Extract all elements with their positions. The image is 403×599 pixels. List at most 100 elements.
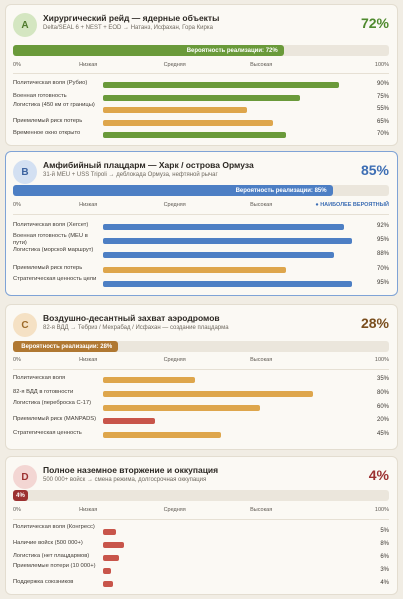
factor-row: Стратегическая ценность 45% [13,430,389,440]
factor-value: 92% [376,223,389,229]
factor-value: 45% [376,431,389,438]
scale-label: 0% [13,357,21,363]
factor-bar [103,390,365,397]
scale-label: 100% [374,507,389,513]
scenario-subtitle: 500 000+ войск → смена режима, долгосроч… [43,477,207,483]
scenario-subtitle: 82-я ВДД → Тебриз / Мехрабад / Исфахан —… [43,325,229,331]
most-likely-tag: ● НАИБОЛЕЕ ВЕРОЯТНЫЙ [315,202,389,208]
factor-label: Логистика (нет плацдармов) [13,553,90,559]
factor-value: 65% [376,118,389,125]
scale-label: 100% [374,357,389,363]
factor-bar [103,94,365,101]
scenario-letter-badge: B [13,160,37,184]
factor-bar-fill [103,107,248,113]
factor-bar-fill [103,390,313,397]
scale-label: 100% [374,62,389,68]
scenario-probability-value: 28% [360,315,389,331]
probability-bar: Вероятность реализации: 28% [13,341,389,352]
factor-bar [103,132,365,138]
factor-value: 80% [376,389,389,396]
probability-bar-fill: Вероятность реализации: 72% [13,45,284,56]
scenario-subtitle: Delta/SEAL 6 + NEST + EOD → Натанз, Исфа… [43,25,213,31]
scale-label: 0% [13,507,21,513]
factor-label: Политическая воля (Конгресс) [13,524,95,530]
scenario-probability-value: 4% [368,467,389,483]
factor-value: 6% [380,554,389,560]
factor-row: Приемлемый риск потерь 65% [13,118,389,128]
factor-value: 90% [376,81,389,87]
scenario-card-d[interactable]: D Полное наземное вторжение и оккупация 50… [5,456,398,595]
scenario-card-c[interactable]: C Воздушно-десантный захват аэродромов 82-… [5,304,398,450]
factor-value: 8% [380,541,389,547]
factor-label: Стратегическая ценность [13,430,82,437]
probability-bar: 4% [13,490,389,501]
factor-bar [103,107,365,113]
probability-bar-label: 4% [16,492,25,499]
scenario-probability-value: 72% [360,15,389,31]
factor-bar-fill [103,266,287,273]
divider [13,519,389,520]
factor-row: Политическая воля (Конгресс) 5% [13,524,389,537]
scenario-card-a[interactable]: A Хирургический рейд — ядерные объекты Del… [5,4,398,146]
scenario-letter-badge: D [13,465,37,489]
factor-bar-fill [103,542,124,548]
factor-bar [103,568,365,574]
factor-bar [103,266,365,273]
probability-bar-label: Вероятность реализации: 85% [235,187,327,194]
factor-bar [103,224,365,230]
factor-row: Политическая воля (Рубио) 90% [13,80,389,90]
factor-row: Логистика (морской маршрут) 88% [13,247,389,260]
factor-bar [103,529,365,535]
scenario-letter-badge: A [13,13,37,37]
factor-row: Наличие войск (500 000+) 8% [13,540,389,550]
probability-scale: 0% Низкая Средняя Высокая 100% [13,507,389,515]
factor-value: 60% [376,403,389,410]
factor-bar [103,542,365,548]
factor-row: Политическая воля 35% [13,375,389,385]
factor-bar [103,238,365,245]
probability-scale: 0% Низкая Средняя Высокая ● НАИБОЛЕЕ ВЕРОЯТН… [13,202,389,210]
probability-bar-fill: Вероятность реализации: 85% [13,185,333,196]
scenario-title: Полное наземное вторжение и оккупация [43,465,219,475]
factor-value: 4% [380,580,389,586]
factor-label: Логистика (морской маршрут) [13,247,94,254]
scenario-title: Воздушно-десантный захват аэродромов [43,313,220,323]
scale-label: Высокая [250,62,273,68]
factor-bar [103,432,365,439]
factor-label: Приемлемые потери (10 000+) [13,563,96,569]
factor-bar [103,555,365,561]
factor-bar-fill [103,568,111,574]
scale-label: Низкая [79,357,98,363]
factor-bar-fill [103,82,339,88]
factor-bar-fill [103,119,274,126]
factor-label: Стратегическая ценность цели [13,275,97,282]
factor-bar-fill [103,132,287,138]
scale-label: Высокая [250,507,273,513]
probability-bar-label: Вероятность реализации: 28% [21,343,113,350]
factor-label: Приемлемый риск потерь [13,117,83,124]
scale-label: 0% [13,202,21,208]
probability-scale: 0% Низкая Средняя Высокая 100% [13,357,389,365]
factor-bar-fill [103,432,221,439]
factor-bar [103,252,365,259]
scenario-card-b[interactable]: B Амфибийный плацдарм — Харк / острова Ор… [5,151,398,296]
factor-label: Военная готовность [13,92,67,99]
factor-label: Наличие войск (500 000+) [13,540,83,546]
scale-label: Средняя [163,202,186,208]
factor-bar [103,377,365,383]
scale-label: 0% [13,62,21,68]
factor-row: Логистика (450 км от границы) 55% [13,102,389,115]
factor-label: Политическая воля (Рубио) [13,80,88,86]
scale-label: Низкая [79,202,98,208]
factor-bar-fill [103,581,114,587]
factor-value: 75% [376,93,389,100]
factor-value: 70% [376,131,389,137]
factor-bar-fill [103,280,352,287]
factor-value: 88% [376,251,389,258]
factor-label: Временное окно открыто [13,130,81,136]
scale-label: Средняя [163,62,186,68]
divider [13,369,389,370]
factor-label: Логистика (переброска C-17) [13,399,92,406]
factor-bar [103,581,365,587]
factor-bar [103,82,365,88]
